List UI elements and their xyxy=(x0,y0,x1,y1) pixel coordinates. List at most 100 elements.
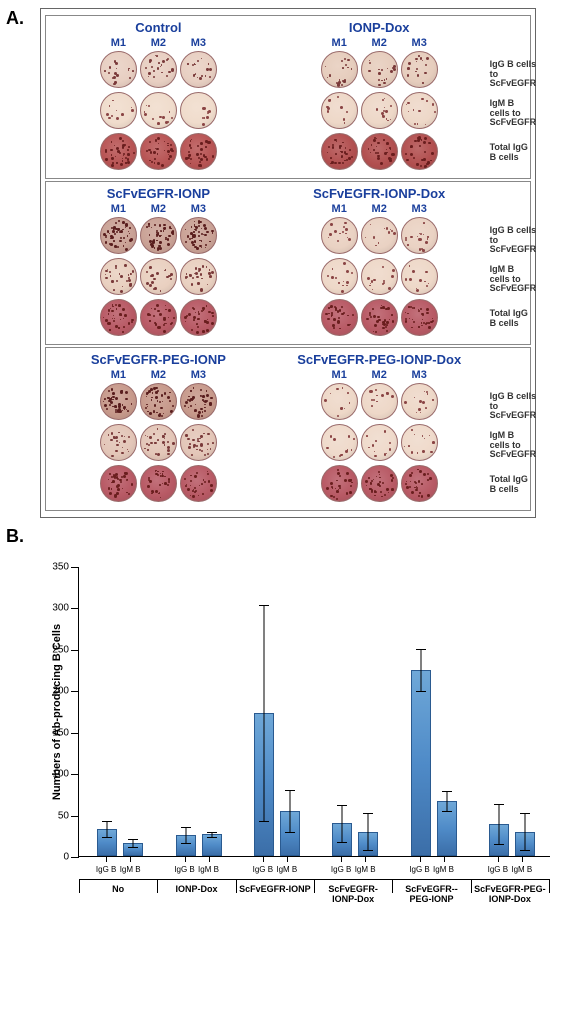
well xyxy=(321,465,358,502)
subpanel-2: ScFvEGFR-PEG-IONPM1M2M3ScFvEGFR-PEG-IONP… xyxy=(45,347,531,511)
y-tick-label: 100 xyxy=(52,769,69,780)
row-desc: Total IgG B cells xyxy=(490,465,537,504)
well xyxy=(180,383,217,420)
well xyxy=(140,424,177,461)
m-label: M3 xyxy=(401,37,437,49)
subpanel-0: ControlM1M2M3IONP-DoxM1M2M3IgG B cells t… xyxy=(45,15,531,179)
x-tick xyxy=(106,856,107,862)
row-desc-col: IgG B cells to ScFvEGFRIgM B cells to Sc… xyxy=(490,352,537,504)
well xyxy=(401,92,438,129)
panel-b-label: B. xyxy=(6,526,576,547)
m-label: M3 xyxy=(401,369,437,381)
well xyxy=(140,133,177,170)
x-tick xyxy=(444,856,445,862)
well xyxy=(361,383,398,420)
well xyxy=(180,465,217,502)
panel-a-container: ControlM1M2M3IONP-DoxM1M2M3IgG B cells t… xyxy=(40,8,536,518)
m-label: M1 xyxy=(100,37,136,49)
well xyxy=(180,92,217,129)
chart-area: Numbers of Ab-producing B Cells 05010015… xyxy=(78,567,550,857)
figure: A. ControlM1M2M3IONP-DoxM1M2M3IgG B cell… xyxy=(0,8,576,937)
y-tick-label: 350 xyxy=(52,562,69,573)
well xyxy=(321,258,358,295)
bar-group xyxy=(176,834,222,856)
bar xyxy=(176,835,196,856)
x-group-label: ScFvEGFR-PEG-IONP-Dox xyxy=(473,885,547,905)
well-row xyxy=(100,465,217,502)
bar-group xyxy=(411,670,457,856)
well-row xyxy=(321,383,438,420)
bar xyxy=(515,832,535,856)
m-label: M2 xyxy=(361,203,397,215)
y-tick-label: 300 xyxy=(52,603,69,614)
x-group-sep xyxy=(549,879,550,893)
x-tick xyxy=(209,856,210,862)
well xyxy=(140,92,177,129)
well xyxy=(100,133,137,170)
well xyxy=(321,424,358,461)
well xyxy=(180,299,217,336)
well xyxy=(100,299,137,336)
x-tick xyxy=(185,856,186,862)
row-desc: IgM B cells to ScFvEGFR xyxy=(490,94,537,133)
x-group-sep xyxy=(392,879,393,893)
x-tick xyxy=(287,856,288,862)
x-tick xyxy=(263,856,264,862)
x-tick-label: IgM B xyxy=(198,865,219,874)
y-tick-label: 50 xyxy=(58,810,69,821)
group-Control: ControlM1M2M3 xyxy=(48,20,269,172)
well xyxy=(100,217,137,254)
well xyxy=(361,424,398,461)
x-tick-label: IgG B xyxy=(488,865,508,874)
x-tick-label: IgM B xyxy=(433,865,454,874)
bar xyxy=(489,824,509,856)
x-tick-label: IgM B xyxy=(355,865,376,874)
well xyxy=(180,51,217,88)
row-desc: IgG B cells to ScFvEGFR xyxy=(490,221,537,260)
well xyxy=(100,51,137,88)
m-label: M2 xyxy=(361,37,397,49)
m-header-row: M1M2M3 xyxy=(100,37,216,49)
y-tick-label: 200 xyxy=(52,686,69,697)
m-label: M1 xyxy=(321,37,357,49)
bar xyxy=(437,801,457,856)
group-title: ScFvEGFR-IONP xyxy=(107,186,210,201)
well xyxy=(361,92,398,129)
m-header-row: M1M2M3 xyxy=(100,369,216,381)
row-desc: IgG B cells to ScFvEGFR xyxy=(490,55,537,94)
bar xyxy=(280,811,300,856)
well xyxy=(100,258,137,295)
subpanel-1: ScFvEGFR-IONPM1M2M3ScFvEGFR-IONP-DoxM1M2… xyxy=(45,181,531,345)
well xyxy=(401,258,438,295)
well xyxy=(321,133,358,170)
group-ScFvEGFR-PEG-IONP-Dox: ScFvEGFR-PEG-IONP-DoxM1M2M3 xyxy=(269,352,490,504)
well xyxy=(401,383,438,420)
well-row xyxy=(321,92,438,129)
well xyxy=(321,51,358,88)
well xyxy=(140,299,177,336)
group-ScFvEGFR-PEG-IONP: ScFvEGFR-PEG-IONP M1M2M3 xyxy=(48,352,269,504)
well xyxy=(180,133,217,170)
well xyxy=(361,465,398,502)
well xyxy=(401,217,438,254)
well-row xyxy=(321,258,438,295)
x-tick xyxy=(341,856,342,862)
y-tick-label: 150 xyxy=(52,727,69,738)
well xyxy=(100,424,137,461)
y-tick xyxy=(71,733,79,734)
well xyxy=(361,258,398,295)
x-group-sep xyxy=(236,879,237,893)
group-title: ScFvEGFR-PEG-IONP xyxy=(91,352,226,367)
x-tick xyxy=(365,856,366,862)
x-tick-label: IgM B xyxy=(511,865,532,874)
well xyxy=(401,133,438,170)
y-tick xyxy=(71,691,79,692)
y-tick-label: 250 xyxy=(52,644,69,655)
well xyxy=(140,258,177,295)
well xyxy=(100,465,137,502)
m-label: M1 xyxy=(100,369,136,381)
y-tick xyxy=(71,816,79,817)
x-group-sep xyxy=(157,879,158,893)
y-tick xyxy=(71,567,79,568)
m-header-row: M1M2M3 xyxy=(100,203,216,215)
